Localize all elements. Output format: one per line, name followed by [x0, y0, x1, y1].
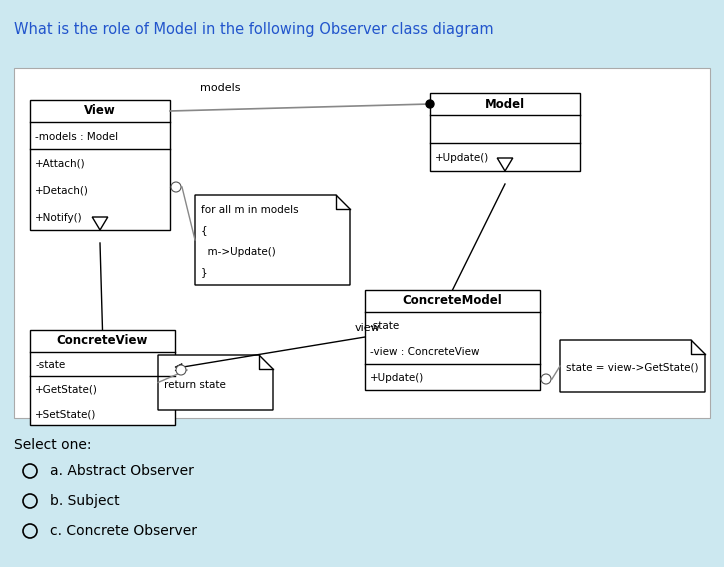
Polygon shape: [497, 158, 513, 171]
Text: -models : Model: -models : Model: [35, 132, 118, 142]
Circle shape: [541, 374, 551, 384]
Text: -state: -state: [370, 321, 400, 331]
Bar: [30, 330, 175, 425]
Text: +SetState(): +SetState(): [35, 409, 96, 419]
Text: +Notify(): +Notify(): [35, 213, 83, 223]
Text: }: }: [201, 268, 208, 277]
Text: view: view: [355, 323, 381, 333]
Circle shape: [426, 100, 434, 108]
Text: +Detach(): +Detach(): [35, 186, 89, 196]
Bar: [430, 93, 580, 171]
Bar: [30, 100, 170, 230]
Polygon shape: [560, 340, 705, 392]
Bar: [14, 68, 710, 418]
Text: +Update(): +Update(): [435, 154, 489, 163]
Polygon shape: [175, 363, 182, 370]
Text: What is the role of Model in the following Observer class diagram: What is the role of Model in the followi…: [14, 22, 494, 37]
Text: for all m in models: for all m in models: [201, 205, 298, 215]
Text: m->Update(): m->Update(): [201, 247, 276, 256]
Circle shape: [23, 524, 37, 538]
Text: models: models: [200, 83, 240, 93]
Polygon shape: [195, 195, 350, 285]
Text: return state: return state: [164, 380, 226, 390]
Text: a. Abstract Observer: a. Abstract Observer: [50, 464, 194, 478]
Text: Model: Model: [485, 98, 525, 111]
Polygon shape: [92, 217, 108, 230]
Text: Select one:: Select one:: [14, 438, 91, 452]
Polygon shape: [158, 355, 273, 410]
Text: View: View: [84, 104, 116, 117]
Circle shape: [171, 182, 181, 192]
Circle shape: [176, 365, 186, 375]
Text: {: {: [201, 226, 208, 235]
Text: state = view->GetState(): state = view->GetState(): [566, 363, 699, 373]
Text: ConcreteModel: ConcreteModel: [403, 294, 502, 307]
Circle shape: [23, 494, 37, 508]
Bar: [365, 290, 540, 390]
Text: ConcreteView: ConcreteView: [56, 335, 148, 348]
Text: +GetState(): +GetState(): [35, 385, 98, 395]
Text: b. Subject: b. Subject: [50, 494, 119, 508]
Text: -view : ConcreteView: -view : ConcreteView: [370, 348, 479, 357]
Text: +Update(): +Update(): [370, 373, 424, 383]
Text: +Attach(): +Attach(): [35, 159, 85, 169]
Text: -state: -state: [35, 361, 65, 370]
Circle shape: [23, 464, 37, 478]
Text: c. Concrete Observer: c. Concrete Observer: [50, 524, 197, 538]
